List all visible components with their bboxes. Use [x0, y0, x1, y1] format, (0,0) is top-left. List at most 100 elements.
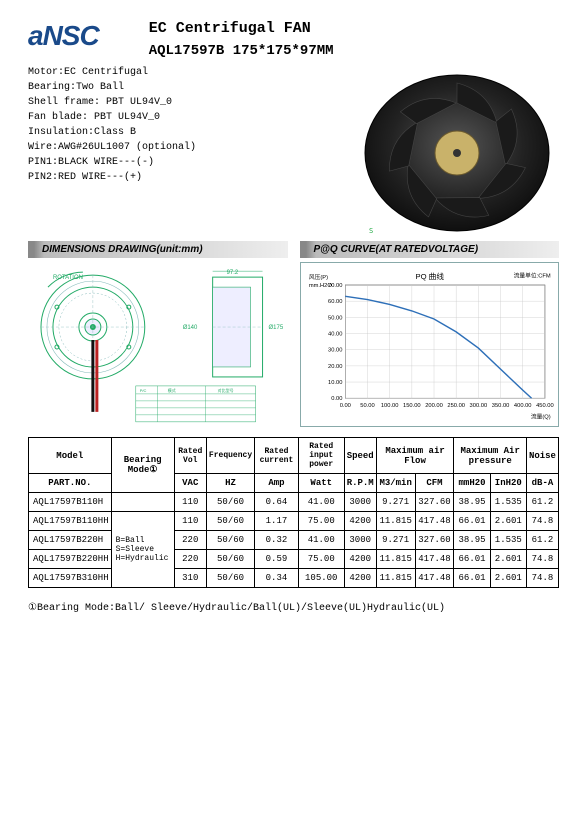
cell-cfm: 327.60	[415, 493, 454, 512]
cell-model: AQL17597B110HH	[29, 512, 112, 531]
cell-m3: 11.815	[376, 512, 415, 531]
pq-xtick: 200.00	[425, 403, 443, 409]
cell-inh: 2.601	[490, 550, 526, 569]
table-row: AQL17597B310HH31050/600.34105.00420011.8…	[29, 569, 559, 588]
pq-ytick: 40.00	[328, 331, 342, 337]
spec-list: Motor:EC Centrifugal Bearing:Two Ball Sh…	[28, 65, 331, 235]
svg-text:S: S	[369, 227, 373, 235]
table-subheader-row: PART.NO. VAC HZ Amp Watt R.P.M M3/min CF…	[29, 474, 559, 493]
page-title: EC Centrifugal FAN	[149, 20, 334, 37]
pq-xtick: 50.00	[360, 403, 374, 409]
cell-cfm: 417.48	[415, 569, 454, 588]
spec-line: Bearing:Two Ball	[28, 80, 331, 95]
spec-line: Fan blade: PBT UL94V_0	[28, 110, 331, 125]
cell-m3: 9.271	[376, 493, 415, 512]
pq-chart: PQ 曲线流量单位:CFM风压(P)mm.H2O0.0010.0020.0030…	[300, 262, 560, 427]
spec-line: Wire:AWG#26UL1007 (optional)	[28, 140, 331, 155]
cell-hz: 50/60	[206, 493, 254, 512]
logo: aNSC	[28, 20, 99, 52]
model-line: AQL17597B 175*175*97MM	[149, 43, 334, 59]
cell-amp: 0.64	[255, 493, 299, 512]
th-vol: Rated Vol	[174, 438, 206, 474]
pq-xtick: 450.00	[536, 403, 554, 409]
dimensions-icon: ROTATION	[28, 262, 288, 427]
spec-table: Model Bearing Mode① Rated Vol Frequency …	[28, 437, 559, 588]
th-noise: Noise	[526, 438, 558, 474]
cell-vac: 220	[174, 550, 206, 569]
cell-watt: 75.00	[298, 512, 344, 531]
cell-model: AQL17597B310HH	[29, 569, 112, 588]
specs-row: Motor:EC Centrifugal Bearing:Two Ball Sh…	[28, 65, 559, 235]
cell-hz: 50/60	[206, 550, 254, 569]
cell-m3: 11.815	[376, 569, 415, 588]
cell-bearing-empty	[111, 493, 174, 512]
th-current: Rated current	[255, 438, 299, 474]
th-watt: Watt	[298, 474, 344, 493]
pq-ylabel: 风压(P)	[308, 274, 327, 281]
cell-mmh: 38.95	[454, 493, 490, 512]
cell-vac: 110	[174, 512, 206, 531]
cell-watt: 75.00	[298, 550, 344, 569]
th-inh: InH20	[490, 474, 526, 493]
spec-line: PIN1:BLACK WIRE---(-)	[28, 155, 331, 170]
section-row: DIMENSIONS DRAWING(unit:mm) ROTATION	[28, 241, 559, 427]
header-row: aNSC EC Centrifugal FAN AQL17597B 175*17…	[28, 20, 559, 59]
cell-watt: 41.00	[298, 531, 344, 550]
cell-vac: 220	[174, 531, 206, 550]
pq-xtick: 250.00	[447, 403, 465, 409]
cell-db: 74.8	[526, 512, 558, 531]
pq-chart-svg: PQ 曲线流量单位:CFM风压(P)mm.H2O0.0010.0020.0030…	[305, 267, 555, 422]
cell-cfm: 417.48	[415, 550, 454, 569]
cell-amp: 0.32	[255, 531, 299, 550]
table-row: AQL17597B220H22050/600.3241.0030009.2713…	[29, 531, 559, 550]
cell-db: 61.2	[526, 531, 558, 550]
th-rpm: R.P.M	[344, 474, 376, 493]
table-row: AQL17597B220HH 22050/600.5975.00420011.81…	[29, 550, 559, 569]
cell-amp: 0.34	[255, 569, 299, 588]
svg-text:Ø175: Ø175	[269, 325, 284, 331]
cell-inh: 2.601	[490, 512, 526, 531]
pq-ytick: 30.00	[328, 348, 342, 354]
table-row: AQL17597B110H11050/600.6441.0030009.2713…	[29, 493, 559, 512]
cell-rpm: 4200	[344, 512, 376, 531]
th-airflow: Maximum air Flow	[376, 438, 454, 474]
cell-db: 61.2	[526, 493, 558, 512]
pq-ytick: 50.00	[328, 315, 342, 321]
th-freq: Frequency	[206, 438, 254, 474]
svg-text:模式: 模式	[168, 387, 176, 393]
pq-unit-right: 流量单位:CFM	[513, 271, 550, 279]
svg-text:P/C: P/C	[140, 388, 147, 393]
th-pressure: Maximum Air pressure	[454, 438, 527, 474]
cell-mmh: 66.01	[454, 512, 490, 531]
table-body: AQL17597B110H11050/600.6441.0030009.2713…	[29, 493, 559, 588]
pq-header: P@Q CURVE(AT RATEDVOLTAGE)	[300, 241, 560, 258]
cell-mmh: 38.95	[454, 531, 490, 550]
pq-title: PQ 曲线	[415, 271, 444, 281]
title-block: EC Centrifugal FAN AQL17597B 175*175*97M…	[149, 20, 334, 59]
cell-hz: 50/60	[206, 512, 254, 531]
cell-db: 74.8	[526, 550, 558, 569]
cell-model: AQL17597B220HH	[29, 550, 112, 569]
cell-mmh: 66.01	[454, 550, 490, 569]
cell-vac: 310	[174, 569, 206, 588]
cell-rpm: 4200	[344, 550, 376, 569]
pq-ytick: 20.00	[328, 364, 342, 370]
cell-model: AQL17597B110H	[29, 493, 112, 512]
pq-col: P@Q CURVE(AT RATEDVOLTAGE) PQ 曲线 流量单位:CFM…	[300, 241, 560, 427]
dimensions-col: DIMENSIONS DRAWING(unit:mm) ROTATION	[28, 241, 288, 427]
th-model: Model	[29, 438, 112, 474]
cell-amp: 0.59	[255, 550, 299, 569]
table-header-row: Model Bearing Mode① Rated Vol Frequency …	[29, 438, 559, 474]
cell-inh: 2.601	[490, 569, 526, 588]
dimensions-diagram: ROTATION	[28, 262, 288, 427]
svg-text:ROTATION: ROTATION	[53, 275, 83, 281]
th-mmh: mmH20	[454, 474, 490, 493]
spec-line: PIN2:RED WIRE---(+)	[28, 170, 331, 185]
cell-m3: 11.815	[376, 550, 415, 569]
cell-rpm: 4200	[344, 569, 376, 588]
cell-cfm: 327.60	[415, 531, 454, 550]
spec-line: Shell frame: PBT UL94V_0	[28, 95, 331, 110]
table-row: AQL17597B110HHB=Ball S=Sleeve H=Hydrauli…	[29, 512, 559, 531]
th-cfm: CFM	[415, 474, 454, 493]
dimensions-header: DIMENSIONS DRAWING(unit:mm)	[28, 241, 288, 258]
